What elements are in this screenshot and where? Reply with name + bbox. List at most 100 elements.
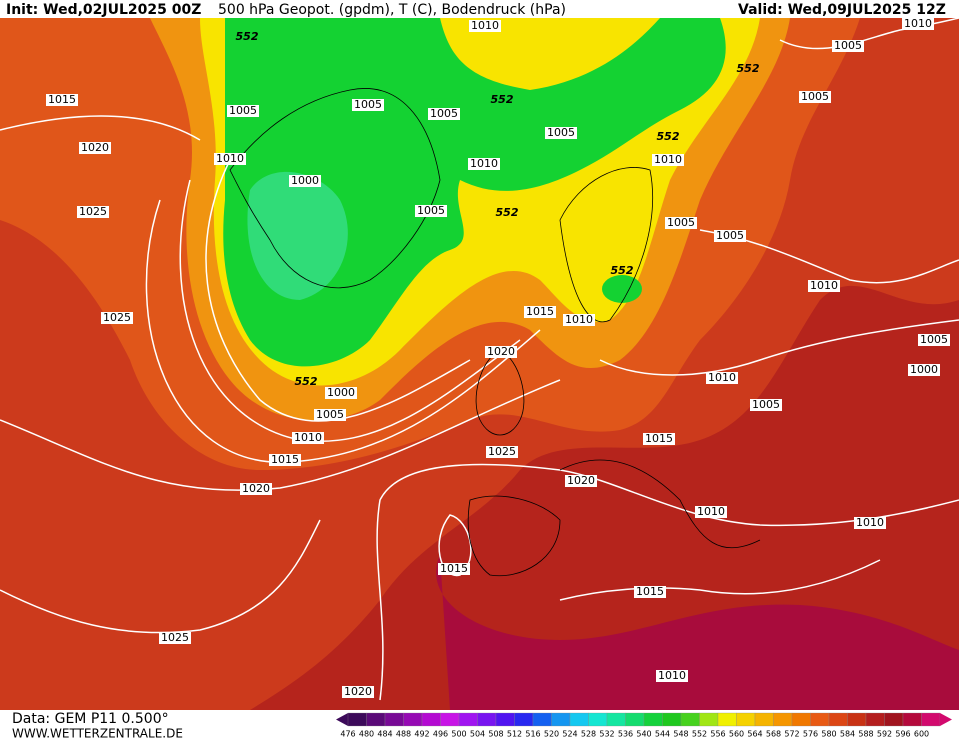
colorbar-label: 476	[340, 730, 355, 739]
contour-label: 1015	[636, 585, 664, 598]
colorbar-label: 560	[729, 730, 744, 739]
colorbar-label: 500	[451, 730, 466, 739]
contour-label: 552	[657, 130, 680, 143]
contour-label: 1005	[316, 408, 344, 421]
colorbar-cell	[477, 712, 497, 727]
colorbar-label: 488	[396, 730, 411, 739]
label-box	[545, 127, 577, 139]
isobar	[779, 17, 959, 50]
colorbar-label: 532	[599, 730, 614, 739]
label-box	[314, 409, 346, 421]
map-title: 500 hPa Geopot. (gpdm), T (C), Bodendruc…	[218, 2, 566, 18]
label-box	[832, 40, 864, 52]
contour-label: 1020	[567, 474, 595, 487]
contour-label: 1010	[470, 157, 498, 170]
colorbar-label: 516	[525, 730, 540, 739]
colorbar-cell	[514, 712, 534, 727]
label-box	[240, 483, 272, 495]
cold-core	[247, 171, 348, 300]
colorbar-label: 528	[581, 730, 596, 739]
colorbar-cell	[366, 712, 386, 727]
contour-label: 1010	[810, 279, 838, 292]
colorbar-label: 496	[433, 730, 448, 739]
colorbar-label: 504	[470, 730, 485, 739]
label-box	[428, 108, 460, 120]
contour-label: 1005	[354, 98, 382, 111]
contour-label: 1010	[471, 19, 499, 32]
contour-label: 1015	[645, 432, 673, 445]
colorbar-label: 564	[747, 730, 762, 739]
contour-label: 1020	[81, 141, 109, 154]
contour-label: 552	[611, 264, 634, 277]
contour-label: 1020	[344, 685, 372, 698]
label-box	[485, 346, 517, 358]
contour-label: 552	[496, 206, 519, 219]
colorbar-cell	[458, 712, 478, 727]
contour-label: 1010	[654, 153, 682, 166]
colorbar-cell	[847, 712, 867, 727]
colorbar-label: 576	[803, 730, 818, 739]
green-spot	[602, 275, 642, 303]
contour-label: 552	[236, 30, 259, 43]
contour-label: 1015	[526, 305, 554, 318]
label-box	[468, 158, 500, 170]
label-box	[469, 20, 501, 32]
label-box	[706, 372, 738, 384]
label-box	[77, 206, 109, 218]
contour-label: 1005	[547, 126, 575, 139]
colorbar-label: 536	[618, 730, 633, 739]
label-box	[46, 94, 78, 106]
colorbar-label: 544	[655, 730, 670, 739]
label-box	[438, 563, 470, 575]
label-box	[643, 433, 675, 445]
contour-label: 1025	[161, 631, 189, 644]
colorbar-cell	[347, 712, 367, 727]
contour-label: 1020	[242, 482, 270, 495]
label-box	[565, 475, 597, 487]
isobar	[205, 159, 471, 422]
contour-label: 1015	[48, 93, 76, 106]
colorbar-cell	[717, 712, 737, 727]
contour-label: 1010	[708, 371, 736, 384]
label-box	[799, 91, 831, 103]
colorbar-cell	[569, 712, 589, 727]
colorbar-cell	[791, 712, 811, 727]
colorbar-cell	[606, 712, 626, 727]
coastline	[559, 167, 653, 323]
colorbar-cell	[699, 712, 719, 727]
label-box	[524, 306, 556, 318]
colorbar-cell	[662, 712, 682, 727]
colorbar-cell	[421, 712, 441, 727]
colorbar-label: 480	[359, 730, 374, 739]
contour-label: 552	[295, 375, 318, 388]
contour-label: 1010	[294, 431, 322, 444]
contour-label: 1015	[440, 562, 468, 575]
label-box	[227, 105, 259, 117]
label-box	[918, 334, 950, 346]
init-time: Init: Wed,02JUL2025 00Z	[6, 2, 201, 18]
contour-label: 1005	[920, 333, 948, 346]
contour-label: 1025	[103, 311, 131, 324]
label-box	[714, 230, 746, 242]
contour-label: 1010	[697, 505, 725, 518]
label-box	[695, 506, 727, 518]
colorbar-label: 484	[377, 730, 392, 739]
contour-label: 1000	[291, 174, 319, 187]
contour-label: 1005	[417, 204, 445, 217]
label-box	[214, 153, 246, 165]
label-box	[750, 399, 782, 411]
colorbar-cell	[680, 712, 700, 727]
colorbar-label: 548	[673, 730, 688, 739]
contour-label: 1015	[271, 453, 299, 466]
colorbar-label: 572	[784, 730, 799, 739]
label-box	[415, 205, 447, 217]
contour-label: 1010	[658, 669, 686, 682]
colorbar-cell	[810, 712, 830, 727]
green-area	[223, 18, 726, 367]
contour-label: 1005	[716, 229, 744, 242]
colorbar-label: 568	[766, 730, 781, 739]
contour-label: 1020	[487, 345, 515, 358]
label-box	[902, 18, 934, 30]
contour-label: 552	[737, 62, 760, 75]
